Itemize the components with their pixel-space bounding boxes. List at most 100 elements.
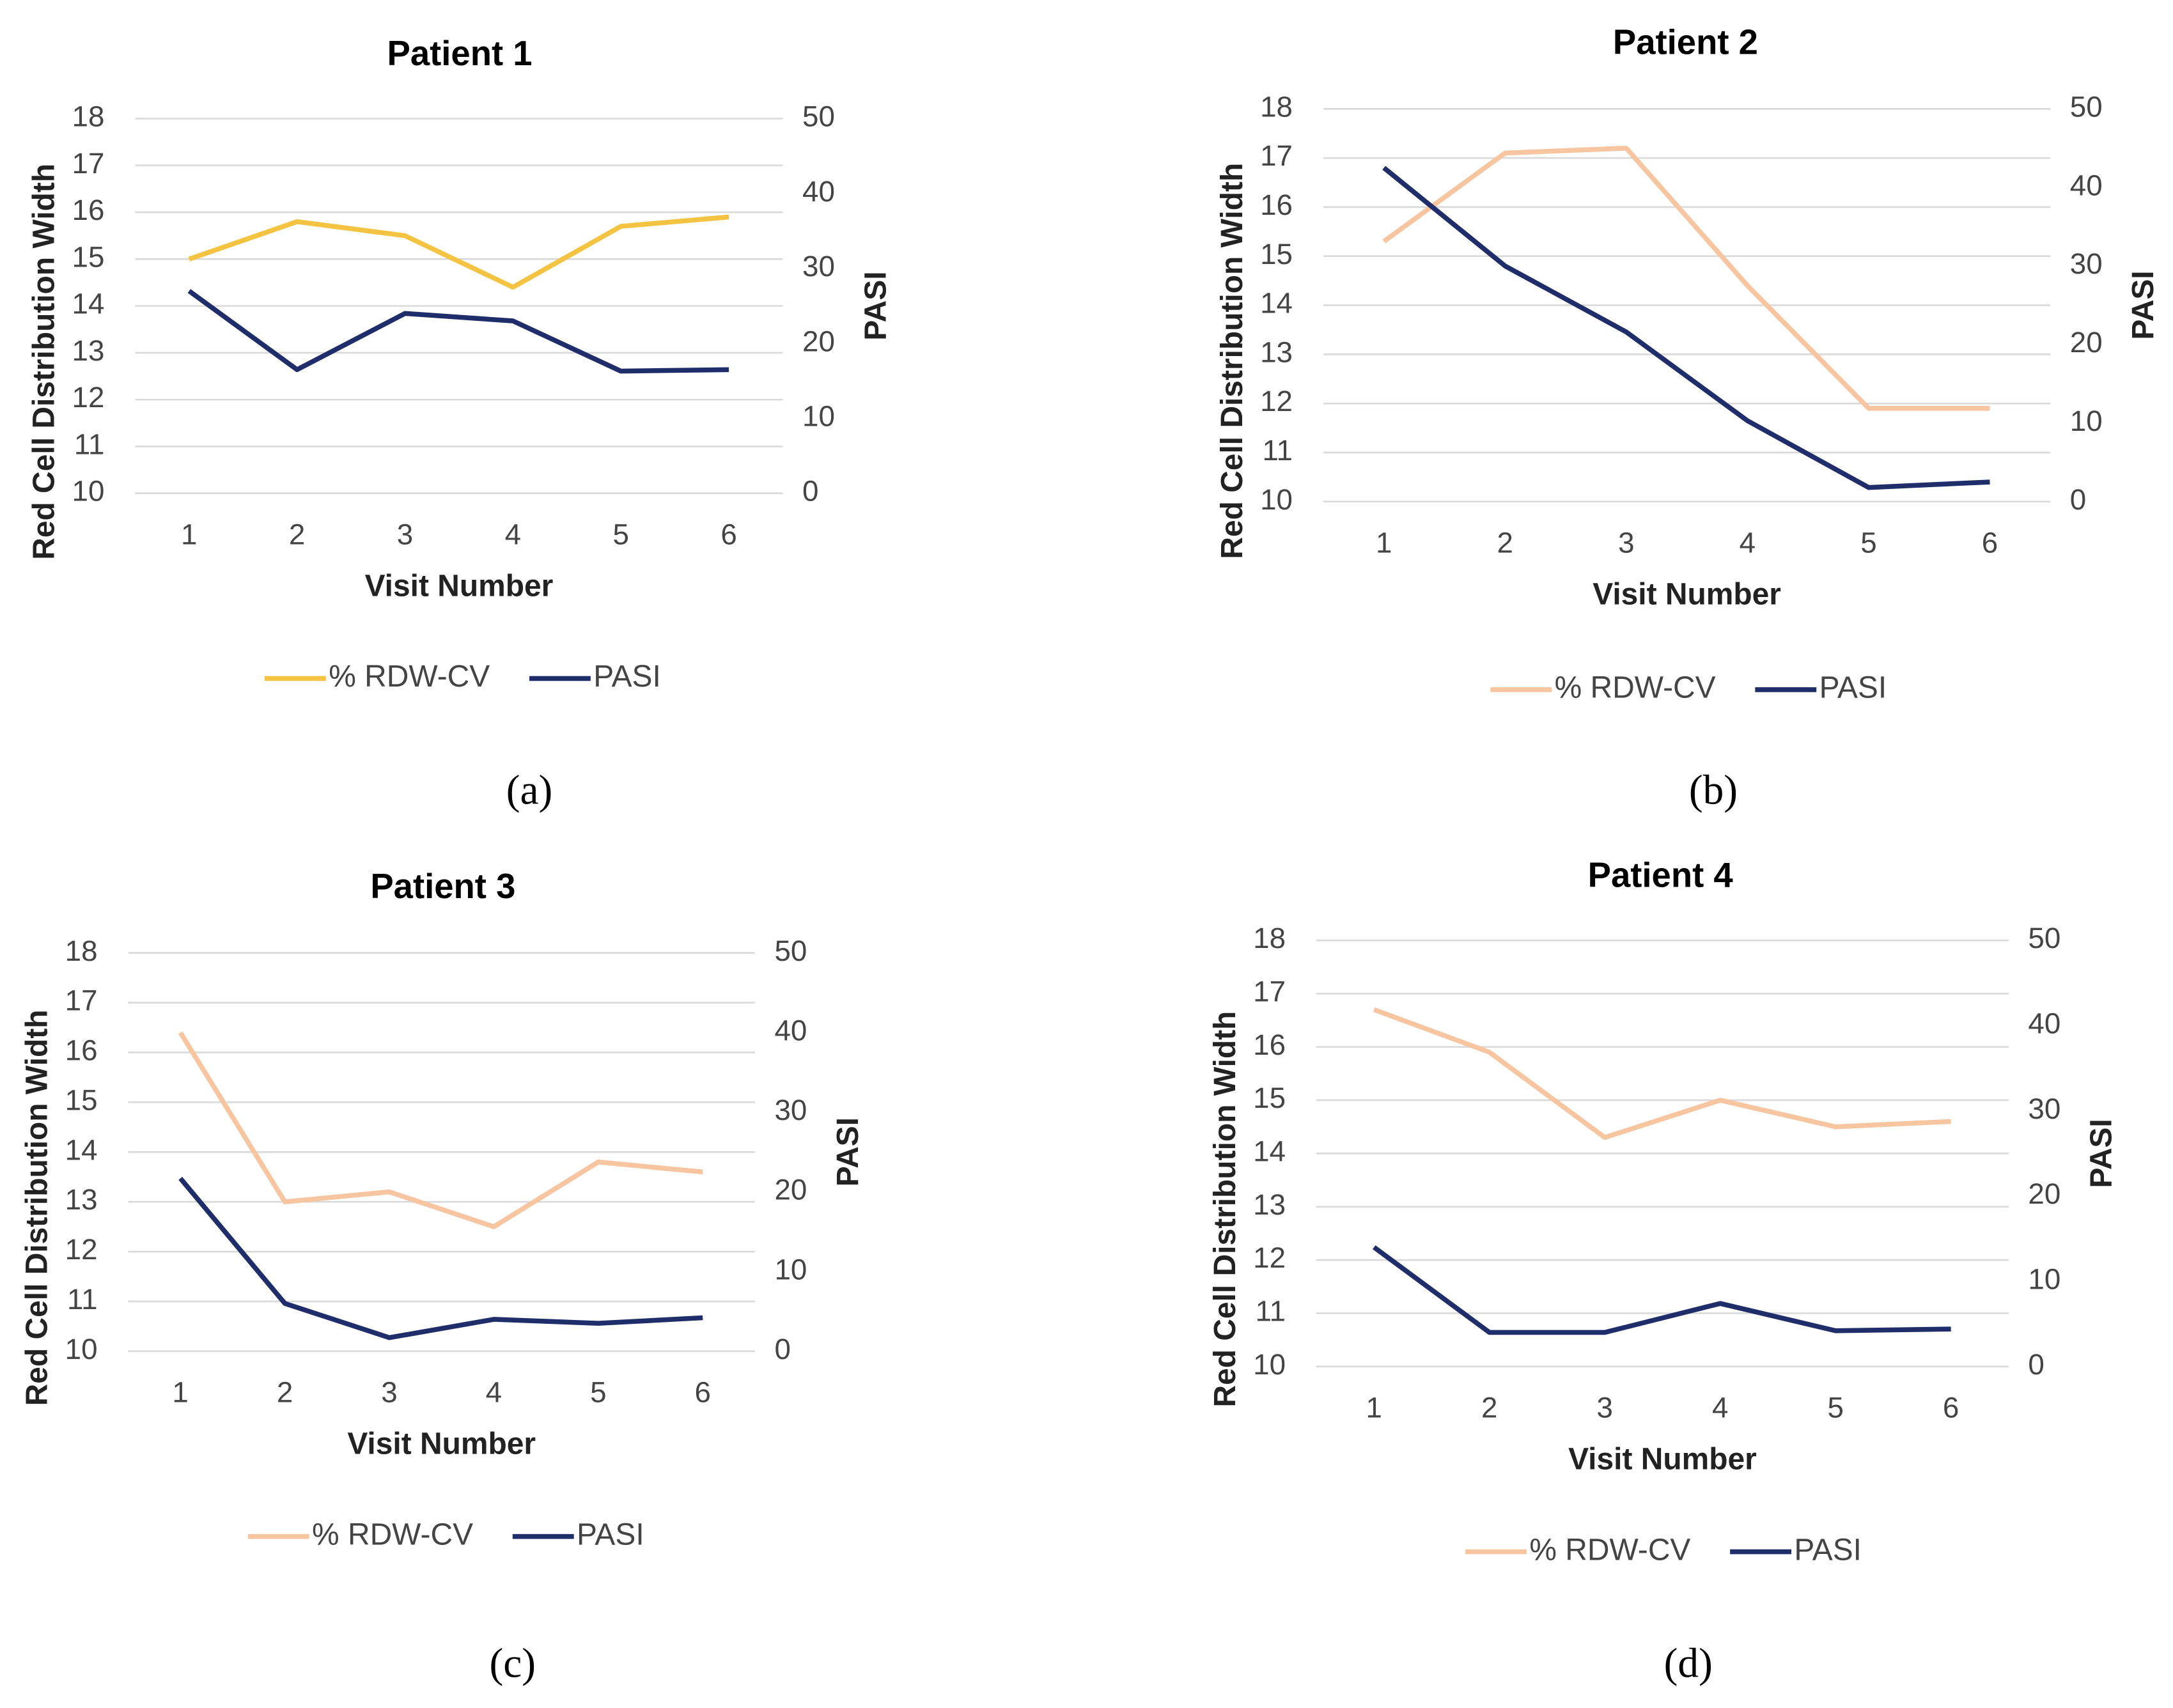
y2-axis-title: PASI [2085, 1119, 2119, 1188]
x-tick-label: 6 [695, 1376, 711, 1408]
chart-title: Patient 2 [1613, 22, 1758, 61]
x-tick-label: 1 [1366, 1391, 1382, 1424]
y-tick-label: 11 [74, 428, 105, 460]
y-tick-label: 17 [65, 984, 98, 1017]
x-tick-label: 6 [1943, 1391, 1959, 1424]
y-tick-label: 11 [1256, 1295, 1286, 1328]
y-tick-label: 11 [1262, 434, 1293, 467]
x-tick-label: 2 [1481, 1391, 1497, 1424]
y2-tick-label: 50 [802, 100, 835, 133]
y-tick-label: 16 [65, 1034, 98, 1067]
y2-tick-label: 40 [802, 175, 835, 208]
x-tick-label: 3 [1618, 526, 1634, 559]
y2-tick-label: 30 [2070, 247, 2103, 280]
x-tick-label: 5 [612, 518, 628, 550]
y-tick-label: 15 [72, 240, 105, 273]
x-tick-label: 1 [181, 518, 197, 550]
y-tick-label: 10 [65, 1333, 98, 1365]
y2-tick-label: 20 [802, 325, 835, 357]
y-tick-label: 10 [1253, 1348, 1286, 1381]
x-tick-label: 3 [397, 518, 413, 550]
y-tick-label: 18 [72, 100, 105, 133]
legend-label: PASI [577, 1518, 644, 1551]
y2-tick-label: 10 [2070, 405, 2103, 437]
y2-tick-label: 30 [2028, 1092, 2060, 1125]
x-tick-label: 5 [1827, 1391, 1843, 1424]
chart-title: Patient 4 [1588, 855, 1733, 894]
y-axis-title: Red Cell Distribution Width [1215, 163, 1249, 559]
y-tick-label: 16 [1253, 1029, 1286, 1061]
y-tick-label: 18 [1260, 90, 1293, 123]
y-tick-label: 14 [1260, 287, 1293, 320]
y-tick-label: 13 [1260, 336, 1293, 368]
y-tick-label: 15 [65, 1083, 98, 1116]
x-axis-title: Visit Number [1593, 578, 1781, 612]
x-tick-label: 2 [277, 1376, 293, 1408]
data-line [188, 214, 729, 290]
y-tick-label: 14 [1253, 1135, 1286, 1168]
y2-tick-label: 10 [2028, 1263, 2060, 1296]
y2-tick-label: 50 [2028, 922, 2060, 954]
y-tick-label: 15 [1253, 1082, 1286, 1114]
x-tick-label: 4 [505, 518, 521, 550]
y2-tick-label: 0 [802, 475, 818, 508]
x-tick-label: 4 [1740, 526, 1756, 559]
y-tick-label: 15 [1260, 238, 1293, 270]
x-tick-label: 4 [486, 1376, 502, 1408]
legend-label: % RDW-CV [312, 1518, 473, 1551]
y-tick-label: 14 [72, 288, 105, 320]
chart-title: Patient 1 [387, 34, 533, 73]
data-line [1382, 166, 1990, 490]
x-tick-label: 3 [381, 1376, 397, 1408]
y2-tick-label: 30 [802, 250, 835, 283]
caption: (a) [506, 767, 553, 813]
y-axis-title: Red Cell Distribution Width [1208, 1011, 1242, 1408]
y-tick-label: 11 [67, 1283, 97, 1316]
x-tick-label: 5 [1860, 526, 1876, 559]
y2-tick-label: 40 [2028, 1007, 2060, 1040]
caption: (c) [490, 1640, 536, 1686]
legend-label: % RDW-CV [1555, 671, 1716, 705]
data-line [1373, 1007, 1951, 1140]
data-line [1372, 1245, 1951, 1335]
y-tick-label: 12 [65, 1233, 98, 1266]
y2-tick-label: 10 [802, 400, 835, 433]
y2-axis-title: PASI [859, 271, 892, 340]
x-tick-label: 1 [172, 1376, 188, 1408]
y2-tick-label: 20 [774, 1174, 807, 1206]
x-tick-label: 2 [1497, 526, 1513, 559]
y2-axis-title: PASI [831, 1117, 865, 1186]
x-tick-label: 3 [1596, 1391, 1612, 1424]
y2-tick-label: 0 [774, 1333, 790, 1365]
y-tick-label: 17 [1253, 975, 1286, 1008]
legend-label: % RDW-CV [1529, 1533, 1690, 1567]
x-axis-title: Visit Number [1568, 1443, 1757, 1477]
y-tick-label: 10 [1260, 483, 1293, 516]
data-line [178, 1176, 703, 1340]
data-line [187, 289, 729, 374]
y2-tick-label: 50 [2070, 90, 2103, 123]
y-tick-label: 18 [65, 935, 98, 967]
y-axis-title: Red Cell Distribution Width [27, 164, 61, 560]
x-axis-title: Visit Number [347, 1427, 536, 1461]
y2-tick-label: 20 [2070, 326, 2103, 359]
y-tick-label: 17 [72, 147, 105, 180]
legend-label: PASI [1794, 1533, 1862, 1567]
caption: (b) [1689, 767, 1738, 813]
legend-label: PASI [593, 660, 661, 694]
data-line [178, 1031, 703, 1229]
x-tick-label: 6 [720, 518, 736, 550]
legend-label: PASI [1819, 671, 1887, 705]
y2-tick-label: 40 [774, 1014, 807, 1046]
y2-tick-label: 30 [774, 1094, 807, 1126]
x-tick-label: 2 [289, 518, 305, 550]
y-tick-label: 12 [1260, 385, 1293, 417]
y-tick-label: 12 [72, 381, 105, 414]
y-tick-label: 13 [1253, 1188, 1286, 1221]
x-tick-label: 6 [1982, 526, 1998, 559]
y-tick-label: 13 [65, 1183, 98, 1216]
y2-tick-label: 0 [2028, 1348, 2044, 1381]
y2-tick-label: 10 [774, 1253, 807, 1285]
y-tick-label: 18 [1253, 922, 1286, 954]
